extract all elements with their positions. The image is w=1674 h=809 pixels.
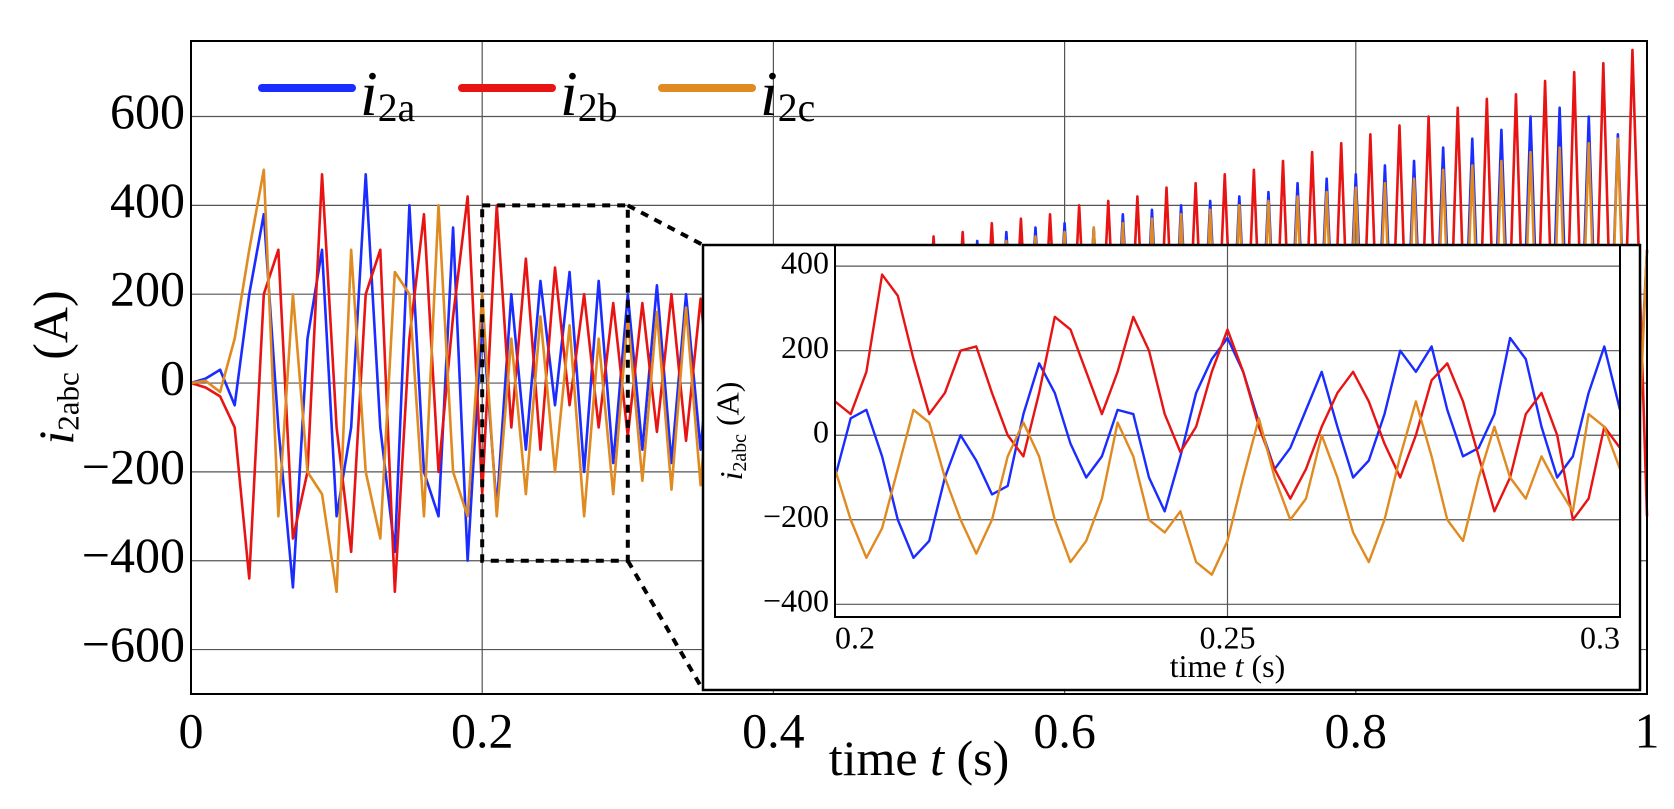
y-tick-label: 200 [781,329,829,365]
y-axis-label: i2abc (A) [23,290,86,444]
y-tick-label: −600 [82,616,185,672]
zoom-box [480,203,630,563]
x-tick-label: 0.3 [1580,619,1620,655]
series-line [833,400,1622,576]
y-tick-label: 0 [160,350,185,406]
y-tick-label: −200 [763,498,829,534]
x-tick-label: 0.2 [835,619,875,655]
y-axis-label: i2abc (A) [710,382,751,481]
series-line [833,336,1622,560]
y-tick-label: 200 [110,261,185,317]
x-tick-label: 0.2 [451,702,514,758]
y-tick-label: −200 [82,438,185,494]
legend-label: i2a [360,58,416,130]
legend-label: i2b [560,58,617,130]
y-tick-label: 600 [110,83,185,139]
legend-label: i2c [760,58,815,130]
y-tick-label: 400 [781,244,829,280]
x-tick-label: 0 [179,702,204,758]
plot-frame [834,244,1621,618]
y-tick-label: −400 [763,583,829,619]
x-tick-label: 0.6 [1033,702,1096,758]
y-tick-label: 0 [813,414,829,450]
series-line [834,273,1621,521]
plot-frame [190,40,1648,695]
x-axis-label: time t (s) [1170,648,1286,684]
x-tick-label: 1 [1635,702,1660,758]
x-tick-label: 0.4 [742,702,805,758]
x-tick-label: 0.25 [1200,619,1256,655]
x-axis-label: time t (s) [829,730,1010,786]
zoom-connector [626,559,705,692]
inset-frame [701,243,1642,692]
x-tick-label: 0.8 [1325,702,1388,758]
y-tick-label: −400 [82,527,185,583]
y-tick-label: 400 [110,172,185,228]
